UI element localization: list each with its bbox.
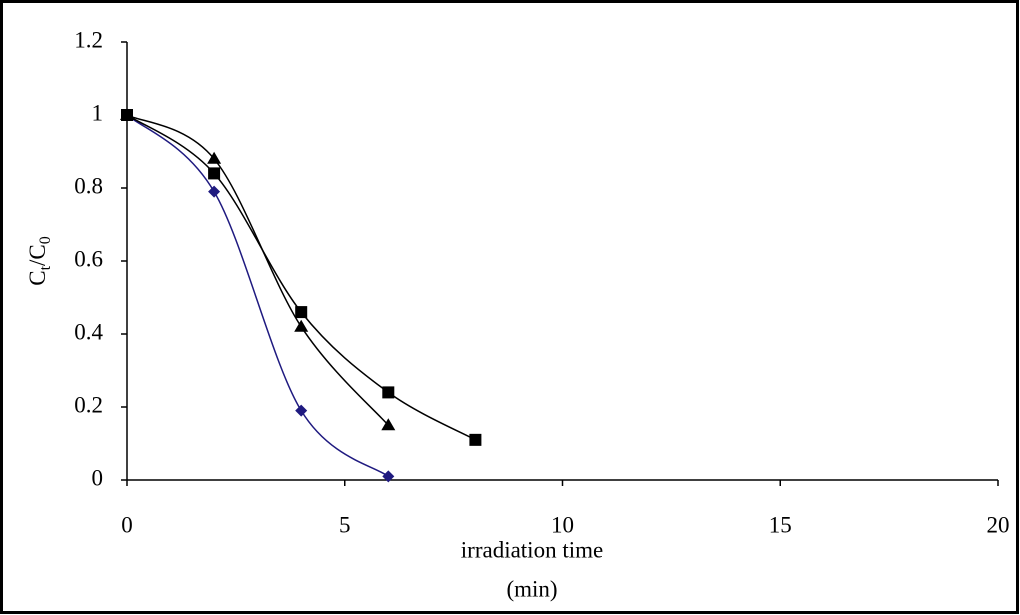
data-point [382, 470, 395, 483]
y-tick-label: 0.4 [74, 319, 103, 344]
data-point [208, 167, 221, 180]
y-tick-label: 0.6 [74, 246, 103, 271]
data-point [469, 433, 482, 446]
y-tick-label: 0.2 [74, 392, 103, 417]
x-axis-label: irradiation time [461, 537, 603, 562]
y-label-part: /C [25, 244, 50, 266]
y-axis-label: Ct/C0 [25, 236, 53, 286]
data-point [295, 404, 308, 417]
data-point [207, 151, 222, 164]
data-point [381, 418, 396, 431]
data-point [121, 109, 133, 121]
y-label-part: 0 [37, 236, 54, 244]
y-tick-label: 0.8 [74, 173, 103, 198]
y-label-part: C [25, 270, 50, 285]
series-line [126, 114, 389, 477]
y-tick-label: 1 [92, 100, 104, 125]
data-point [208, 185, 221, 198]
x-axis-label: (min) [506, 576, 557, 601]
y-label-part: t [37, 265, 54, 270]
y-tick-label: 0 [92, 465, 104, 490]
x-tick-label: 0 [121, 512, 133, 537]
x-tick-label: 15 [769, 512, 792, 537]
x-tick-label: 10 [551, 512, 574, 537]
x-tick-label: 5 [339, 512, 351, 537]
data-point [295, 306, 308, 319]
data-point [294, 319, 309, 332]
y-tick-label: 1.2 [74, 27, 103, 52]
x-tick-label: 20 [987, 512, 1010, 537]
data-point [382, 386, 395, 399]
